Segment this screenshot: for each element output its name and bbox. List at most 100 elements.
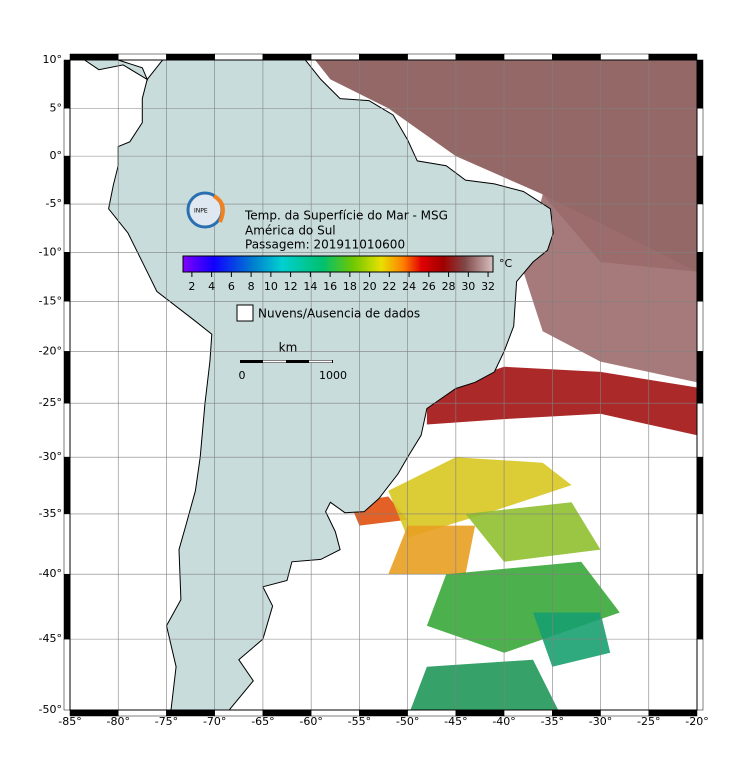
legend-swatch [236,304,254,322]
frame-segment [63,203,71,253]
frame-segment [407,53,457,61]
x-tick-label: -40° [492,715,515,728]
frame-segment [63,402,71,458]
sst-area [426,561,620,653]
grid [70,60,697,710]
x-tick-label: -55° [348,715,371,728]
title-line: Temp. da Superfície do Mar - MSG [244,209,448,223]
frame-segment [696,513,704,575]
frame-segment [696,638,704,711]
sst-area [426,366,697,436]
scale-label: 1000 [319,369,347,382]
colorbar-tick-label: 28 [442,280,456,293]
frame-segment [696,155,704,205]
frame-segment [63,573,71,640]
y-tick-label: 10° [43,53,63,66]
frame-segment [262,53,312,61]
colorbar-tick-label: 22 [382,280,396,293]
land-layer [83,60,554,710]
y-tick-label: -20° [39,344,62,357]
x-tick-label: -60° [299,715,322,728]
frame-segment [696,456,704,515]
map-area [70,60,697,710]
colorbar-tick-label: 2 [188,280,195,293]
x-tick-label: -25° [637,715,660,728]
frame-segment [214,53,264,61]
colorbar-tick-label: 24 [402,280,416,293]
frame-segment [310,53,360,61]
colorbar-tick-label: 26 [422,280,436,293]
sst-area [315,60,697,272]
x-tick-label: -50° [396,715,419,728]
x-tick-label: -75° [155,715,178,728]
colorbar-ramp [182,255,494,273]
colorbar: °C 2 4 6 8 10 12 14 16 18 20 22 24 26 28 30 32 [182,255,513,293]
title-line: América do Sul [245,224,336,238]
y-tick-label: 0° [50,149,63,162]
frame-segment [63,456,71,515]
frame-segment [63,59,71,109]
scale-segment [263,360,286,363]
colorbar-tick-label: 16 [323,280,337,293]
scale-bar: km 0 1000 [239,341,348,383]
frame-segment [696,59,704,109]
frame-segment [600,53,650,61]
colorbar-tick-label: 10 [264,280,278,293]
frame-segment [696,203,704,253]
frame-segment [696,573,704,640]
x-tick-label: -70° [203,715,226,728]
frame-segment [503,53,553,61]
sst-layer [315,60,697,710]
y-tick-label: -15° [39,294,62,307]
colorbar-tick-label: 4 [208,280,215,293]
frame-segment [166,53,215,61]
scale-label: 0 [239,369,246,382]
title-line: Passagem: 201911010600 [245,238,405,252]
frame-segment [69,53,119,61]
frame-segment [63,108,71,157]
y-tick-label: -5° [46,197,62,210]
x-tick-label: -30° [589,715,612,728]
sst-area [523,194,697,383]
continent [108,60,554,710]
frame-segment [117,53,167,61]
colorbar-tick-label: 14 [303,280,317,293]
scale-unit: km [279,341,298,355]
frame-segment [63,638,71,711]
y-tick-label: -10° [39,245,62,258]
colorbar-tick-label: 32 [481,280,495,293]
colorbar-unit: °C [499,257,513,270]
x-tick-label: -85° [58,715,81,728]
x-tick-label: -80° [106,715,129,728]
header: INPE Temp. da Superfície do Mar - MSG Am… [186,191,448,252]
frame-segment [696,252,704,302]
x-tick-label: -35° [541,715,564,728]
legend-label: Nuvens/Ausencia de dados [258,307,420,321]
logo-arc [212,194,225,223]
colorbar-tick-label: 20 [363,280,377,293]
colorbar-tick-label: 12 [284,280,298,293]
sst-area [465,502,601,562]
scale-segment [309,360,332,363]
central-america [83,60,149,81]
frame-segment [696,351,704,404]
frame-segment [552,53,601,61]
frame-segment [455,53,505,61]
frame-segment [63,252,71,302]
x-tick-label: -45° [444,715,467,728]
colorbar-tick-label: 8 [248,280,255,293]
frame-segment [63,513,71,575]
frame-segment [696,301,704,352]
x-tick-label: -65° [251,715,274,728]
frame-segment [696,402,704,458]
frame-segment [648,53,698,61]
scale-line [240,360,333,363]
legend: Nuvens/Ausencia de dados [236,304,420,322]
colorbar-tick-label: 30 [461,280,475,293]
y-tick-label: -35° [39,507,62,520]
frame-segment [696,108,704,157]
y-tick-label: -30° [39,450,62,463]
y-tick-label: -25° [39,396,62,409]
frame-segment [63,155,71,205]
